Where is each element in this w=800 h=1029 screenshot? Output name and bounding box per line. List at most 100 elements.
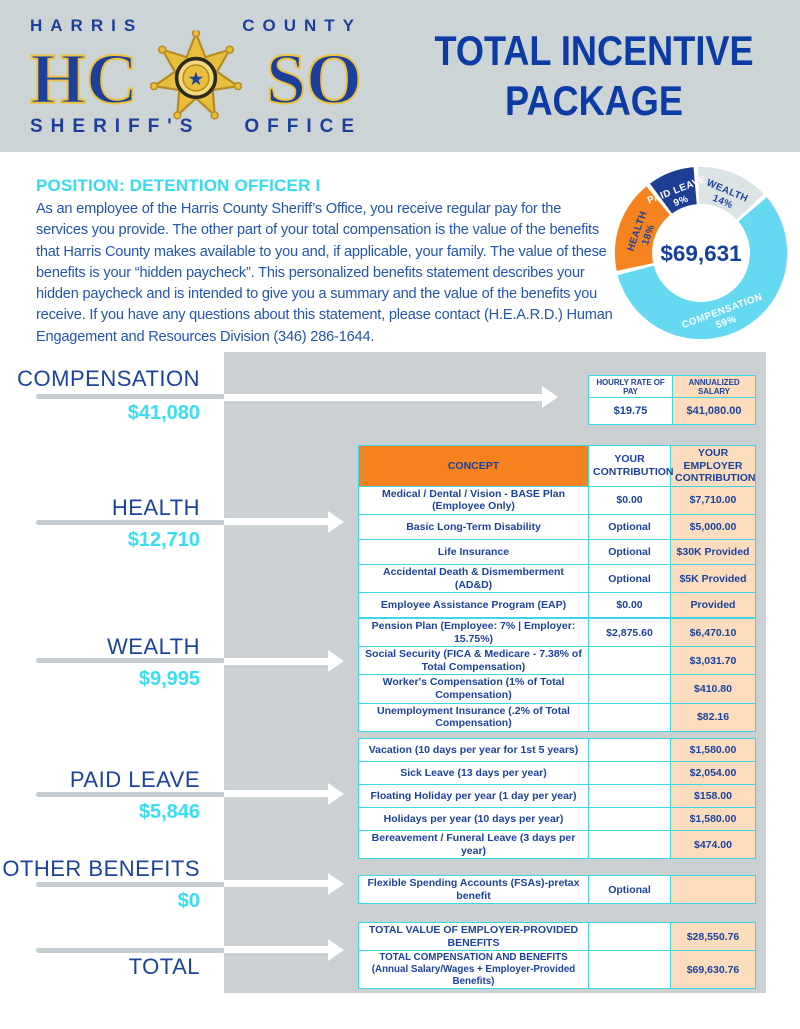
table-row: Worker's Compensation (1% of Total Compe… (358, 674, 756, 704)
your-contribution-cell (588, 761, 671, 785)
logo-hc: HC (29, 38, 139, 120)
intro-paragraph: As an employee of the Harris County Sher… (36, 201, 613, 345)
table-row: Flexible Spending Accounts (FSAs)-pretax… (358, 874, 756, 905)
concept-cell: Social Security (FICA & Medicare - 7.38%… (358, 646, 589, 676)
other-benefits-arrow-line (36, 882, 225, 887)
sheriff-badge-icon: ★ (149, 29, 243, 128)
annualized-salary-value: $41,080.00 (672, 397, 756, 425)
table-row: Medical / Dental / Vision - BASE Plan (E… (358, 485, 756, 515)
table-row: Accidental Death & Dismemberment (AD&D) O… (358, 563, 756, 594)
logo-org-bottom: SHERIFF'S OFFICE (30, 116, 362, 138)
logo-acronym: HC ★ SO (29, 29, 363, 122)
concept-cell: Life Insurance (358, 538, 589, 565)
paid-leave-arrowhead-icon (328, 783, 344, 805)
paid-leave-arrow (224, 790, 328, 797)
employer-contribution-cell: $5,000.00 (670, 513, 756, 540)
hcso-logo: HARRIS COUNTY HC ★ S (29, 16, 363, 138)
concept-cell: Floating Holiday per year (1 day per yea… (358, 784, 589, 808)
table-row: $19.75 $41,080.00 (588, 397, 756, 425)
table-row: Holidays per year (10 days per year) $1,5… (358, 807, 756, 831)
concept-cell: Basic Long-Term Disability (358, 513, 589, 540)
section-value-wealth: $9,995 (138, 668, 200, 690)
section-value-compensation: $41,080 (127, 402, 200, 424)
wealth-table: Pension Plan (Employee: 7% | Employer: 1… (358, 617, 756, 732)
your-contribution-cell: $2,875.60 (588, 617, 671, 648)
your-contribution-cell (588, 738, 671, 762)
total-arrow-line (36, 948, 225, 953)
health-arrow-line (36, 520, 225, 525)
section-label-wealth: WEALTH (106, 634, 200, 659)
concept-cell: Bereavement / Funeral Leave (3 days per … (358, 829, 589, 860)
employer-contribution-cell: $2,054.00 (670, 761, 756, 785)
health-table: CONCEPT YOUR CONTRIBUTION YOUR EMPLOYER … (358, 445, 756, 619)
compensation-arrow (224, 394, 542, 401)
wealth-arrowhead-icon (328, 650, 344, 672)
table-row: Sick Leave (13 days per year) $2,054.00 (358, 761, 756, 785)
concept-cell: Pension Plan (Employee: 7% | Employer: 1… (358, 617, 589, 648)
your-contribution-cell: $0.00 (588, 592, 671, 619)
compensation-arrow-line (36, 394, 225, 399)
employer-contribution-cell: $474.00 (670, 829, 756, 860)
paid-leave-table: Vacation (10 days per year for 1st 5 yea… (358, 738, 756, 860)
total-arrowhead-icon (328, 939, 344, 961)
your-contribution-cell: Optional (588, 563, 671, 594)
total-arrow (224, 946, 328, 953)
your-contribution-cell: Optional (588, 538, 671, 565)
employer-contribution-cell: $1,580.00 (670, 738, 756, 762)
totals-table: TOTAL VALUE OF EMPLOYER-PROVIDED BENEFIT… (358, 921, 756, 990)
your-contribution-cell (588, 646, 671, 676)
section-value-paid-leave: $5,846 (138, 801, 200, 823)
logo-harris: HARRIS (30, 16, 144, 35)
your-contribution-cell (588, 829, 671, 860)
concept-header: CONCEPT (358, 445, 589, 487)
logo-sheriffs: SHERIFF'S (30, 116, 201, 137)
table-row: TOTAL VALUE OF EMPLOYER-PROVIDED BENEFIT… (358, 921, 756, 952)
position-heading: POSITION: DETENTION OFFICER I (36, 176, 321, 195)
other-benefits-arrow (224, 880, 328, 887)
concept-cell: TOTAL COMPENSATION AND BENEFITS (Annual … (358, 950, 589, 990)
donut-segment-health (614, 186, 670, 271)
employer-contribution-cell: $28,550.76 (670, 921, 756, 952)
section-label-total: TOTAL (128, 954, 200, 979)
your-contribution-header: YOUR CONTRIBUTION (588, 445, 674, 487)
page-title: TOTAL INCENTIVE PACKAGE (417, 26, 771, 125)
wealth-arrow-line (36, 658, 225, 663)
table-row: Basic Long-Term Disability Optional $5,000… (358, 513, 756, 540)
logo-office: OFFICE (244, 116, 362, 137)
concept-cell: Vacation (10 days per year for 1st 5 yea… (358, 738, 589, 762)
table-header-row: CONCEPT YOUR CONTRIBUTION YOUR EMPLOYER … (358, 445, 756, 487)
logo-org-top: HARRIS COUNTY (30, 16, 362, 36)
hourly-rate-value: $19.75 (588, 397, 673, 425)
other-benefits-table: Flexible Spending Accounts (FSAs)-pretax… (358, 874, 756, 905)
svg-text:9%: 9% (672, 193, 690, 209)
employer-contribution-cell: $3,031.70 (670, 646, 756, 676)
logo-county: COUNTY (242, 16, 362, 35)
section-label-compensation: COMPENSATION (17, 366, 200, 391)
concept-cell: Accidental Death & Dismemberment (AD&D) (358, 563, 589, 594)
concept-cell: Unemployment Insurance (.2% of Total Com… (358, 702, 589, 732)
health-arrow (224, 518, 328, 525)
your-contribution-cell: Optional (588, 874, 671, 905)
paid-leave-arrow-line (36, 792, 225, 797)
wealth-arrow (224, 658, 328, 665)
donut-segment-paid-leave (649, 167, 697, 214)
employer-contribution-cell: $5K Provided (670, 563, 756, 594)
employer-contribution-cell: $82.16 (670, 702, 756, 732)
concept-cell: Worker's Compensation (1% of Total Compe… (358, 674, 589, 704)
concept-cell: Holidays per year (10 days per year) (358, 807, 589, 831)
employer-contribution-cell: $158.00 (670, 784, 756, 808)
table-row: Bereavement / Funeral Leave (3 days per … (358, 829, 756, 860)
donut-segment-wealth (697, 166, 764, 220)
employer-contribution-cell: $30K Provided (670, 538, 756, 565)
employer-contribution-cell (670, 874, 756, 905)
section-label-other-benefits: OTHER BENEFITS (2, 856, 200, 881)
section-value-health: $12,710 (127, 529, 200, 551)
your-contribution-cell (588, 807, 671, 831)
employer-contribution-cell: $6,470.10 (670, 617, 756, 648)
your-contribution-cell (588, 950, 671, 990)
compensation-table: HOURLY RATE OF PAY ANNUALIZED SALARY $19… (588, 375, 756, 425)
table-row: Social Security (FICA & Medicare - 7.38%… (358, 646, 756, 676)
section-label-health: HEALTH (111, 495, 200, 520)
table-row: Pension Plan (Employee: 7% | Employer: 1… (358, 617, 756, 648)
employer-contribution-cell: Provided (670, 592, 756, 619)
